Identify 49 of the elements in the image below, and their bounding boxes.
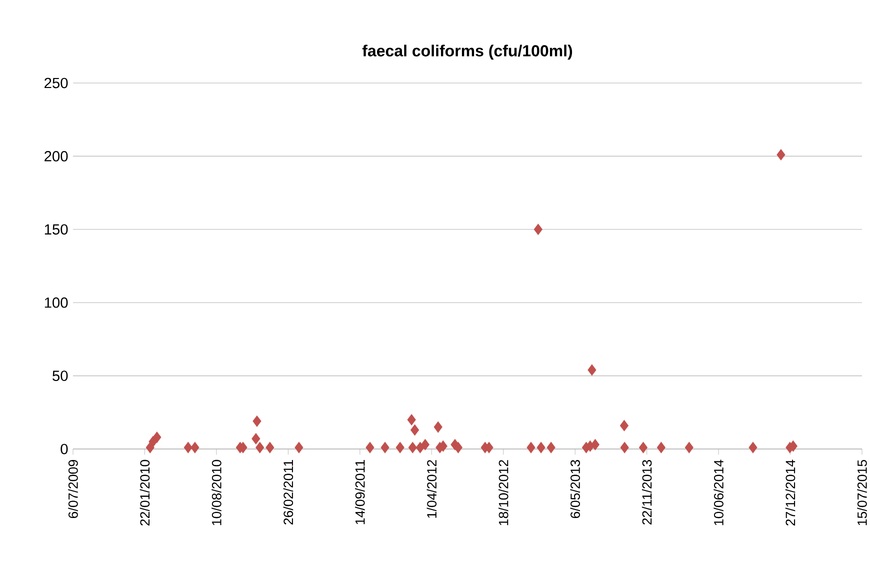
point	[776, 149, 786, 160]
point	[684, 442, 694, 454]
point	[190, 442, 200, 454]
point	[184, 442, 192, 454]
point	[408, 442, 417, 454]
point	[620, 442, 629, 454]
point	[252, 433, 260, 444]
point	[590, 439, 600, 450]
point	[546, 442, 556, 454]
y-tick-label: 100	[44, 297, 68, 308]
x-tick-label: 15/07/2015	[857, 460, 867, 526]
x-tick-label: 6/07/2009	[68, 460, 78, 518]
y-tick-label: 50	[52, 370, 68, 381]
point	[434, 421, 442, 433]
point	[396, 442, 404, 454]
point	[256, 442, 264, 454]
point	[252, 416, 262, 427]
point	[420, 439, 430, 450]
x-tick-label: 1/04/2012	[426, 460, 437, 518]
point	[638, 442, 648, 454]
point	[656, 442, 666, 454]
point	[620, 420, 628, 432]
y-tick-label: 150	[44, 224, 68, 235]
point	[748, 442, 758, 454]
x-tick-label: 18/10/2012	[498, 460, 508, 526]
y-tick-label: 0	[60, 444, 68, 454]
y-tick-label: 250	[44, 78, 68, 88]
x-tick-label: 14/09/2011	[355, 460, 365, 524]
point	[588, 364, 596, 376]
x-tick-label: 22/01/2010	[140, 460, 150, 526]
x-tick-label: 10/08/2010	[212, 460, 222, 526]
point	[410, 424, 420, 436]
point	[152, 432, 162, 443]
point	[294, 442, 304, 454]
point	[416, 442, 424, 454]
point	[266, 442, 274, 454]
point	[366, 442, 374, 454]
point	[534, 224, 542, 236]
x-tick-label: 6/05/2013	[570, 460, 580, 518]
point	[536, 442, 546, 454]
point	[526, 442, 536, 454]
point	[380, 442, 390, 454]
chart-title: faecal coliforms (cfu/100ml)	[362, 44, 572, 60]
x-tick-label: 10/06/2014	[714, 460, 724, 526]
x-tick-label: 22/11/2013	[642, 460, 652, 524]
y-tick-label: 200	[44, 151, 68, 162]
point	[407, 414, 416, 426]
x-tick-label: 27/12/2014	[785, 460, 796, 526]
x-tick-label: 26/02/2011	[283, 460, 294, 524]
